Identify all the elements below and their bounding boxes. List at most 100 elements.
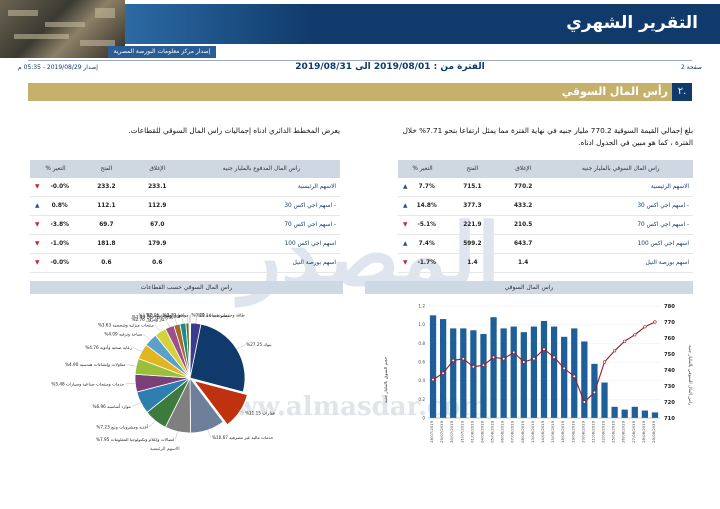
change-value: 14.8% [416, 203, 437, 209]
table-row: ▼ -0.0% 233.2 233.1 الاسهم الرئيسية [30, 178, 340, 197]
slice-label: %غاز وبترول 2.76 [132, 317, 166, 322]
cell-close: 770.2 [497, 178, 549, 197]
y-right-tick-label: 710 [664, 416, 675, 422]
cell-close: 643.7 [497, 234, 549, 254]
col-close: الإغلاق [497, 160, 549, 178]
x-tick-label: 15/08/2019 [550, 420, 555, 442]
y-left-axis-label: حجم السوق بالمليار جنيه [384, 356, 389, 404]
x-tick-label: 07/08/2019 [510, 420, 515, 442]
pie-slice [193, 380, 248, 426]
cell-name: اسهم اجي اكس 100 [548, 234, 693, 254]
cell-open: 112.1 [80, 196, 132, 216]
leader-line [148, 420, 156, 428]
bar [581, 341, 588, 418]
y-right-tick-label: 730 [664, 384, 675, 390]
cell-name: - اسهم اجي اكس 70 [182, 215, 340, 235]
y-left-tick-label: 1.2 [418, 304, 425, 309]
line-point [441, 371, 445, 375]
line-point [502, 357, 506, 361]
bar [500, 328, 507, 418]
slice-label: %خدمات مالية غير مصرفية 10.67 [212, 435, 274, 440]
y-right-axis-label: راس المال السوقي بالمليار جنيه [687, 344, 692, 406]
change-value: -1.7% [417, 260, 436, 266]
x-tick-label: 26/08/2019 [621, 420, 626, 442]
x-tick-label: 28/08/2019 [641, 420, 646, 442]
y-right-tick-label: 740 [664, 368, 675, 374]
change-value: -5.1% [417, 222, 436, 228]
line-point [613, 349, 617, 353]
line-point [532, 357, 536, 361]
line-point [572, 374, 576, 378]
x-tick-label: 13/08/2019 [530, 420, 535, 442]
leader-line [165, 319, 170, 328]
leader-line [175, 431, 178, 440]
bar [510, 326, 517, 418]
line-point [522, 360, 526, 364]
line-point [512, 350, 516, 355]
table-row: ▼ -0.0% 0.6 0.6 اسهم بورصة النيل [30, 253, 340, 273]
col-name: راس المال المدفوع بالمليار جنيه [182, 160, 340, 178]
y-left-tick-label: 0.6 [418, 360, 425, 365]
leader-line [174, 316, 178, 325]
leader-line [154, 324, 161, 332]
market-cap-chart-title: راس المال السوقي [365, 281, 693, 294]
source-strip: إصدار مركز معلومات البورصة المصرية [108, 46, 216, 58]
leader-line [181, 315, 184, 324]
bar [641, 410, 648, 418]
bar [450, 328, 457, 418]
slice-label: %مقاولات وإنشاءات هندسية 4.90 [65, 362, 125, 368]
line-point [562, 366, 566, 370]
bar [460, 328, 467, 418]
x-tick-label: 29/08/2019 [651, 420, 656, 442]
down-arrow-icon: ▼ [35, 260, 40, 266]
arrow-change: ▲ 14.8% [398, 196, 447, 216]
x-tick-label: 19/08/2019 [570, 420, 575, 442]
cell-name: الاسهم الرئيسية [548, 178, 693, 197]
leader-line [125, 383, 136, 385]
x-tick-label: 25/08/2019 [611, 420, 616, 442]
arrow-change: ▲ 7.4% [398, 234, 447, 254]
slice-label: %منتجات منزلية وشخصية 3.63 [98, 323, 154, 328]
col-change: % التغير [398, 160, 447, 178]
line-point [542, 347, 546, 351]
header-ribbon [125, 4, 315, 44]
cell-name: اسهم اجي اكس 100 [182, 234, 340, 254]
change-value: 0.8% [51, 203, 68, 209]
arrow-change: ▼ -0.0% [30, 178, 81, 197]
down-arrow-icon: ▼ [35, 222, 40, 228]
down-arrow-icon: ▼ [403, 260, 408, 266]
market-cap-table: % التغير الفتح الإغلاق راس المال السوقي … [398, 160, 693, 273]
slice-label: %مرافق 0.30 [163, 313, 189, 318]
bar [651, 412, 659, 418]
page-label: صفحة 2 [681, 64, 702, 71]
x-tick-label: 05/08/2019 [490, 420, 495, 442]
arrow-change: ▲ 7.7% [398, 178, 447, 197]
col-close: الإغلاق [131, 160, 183, 178]
line-point [481, 363, 486, 367]
bar [470, 330, 477, 418]
cell-close: 233.1 [131, 178, 183, 197]
cell-name: - اسهم اجي اكس 70 [548, 215, 693, 235]
leader-line [143, 334, 151, 340]
header-banner: التقرير الشهري [125, 4, 720, 44]
y-right-tick-label: 780 [664, 304, 675, 310]
cell-open: 715.1 [446, 178, 498, 197]
bar [631, 406, 638, 418]
bar [429, 315, 437, 418]
line-point [461, 357, 465, 361]
x-tick-label: 01/08/2019 [469, 420, 474, 442]
table-row: ▲ 7.4% 599.2 643.7 اسهم اجي اكس 100 [398, 234, 693, 254]
change-value: -3.8% [50, 222, 69, 228]
bar [440, 319, 447, 418]
y-left-tick-label: 0.8 [418, 341, 425, 346]
y-left-tick-label: 0.4 [418, 378, 425, 383]
cell-open: 233.2 [80, 178, 132, 197]
cell-close: 1.4 [497, 253, 549, 273]
bar [550, 326, 558, 418]
section-number: ٢. [672, 83, 692, 101]
y-right-tick-label: 770 [664, 320, 675, 326]
y-left-tick-label: 1.0 [418, 322, 425, 327]
pie-intro-paragraph: يعرض المخطط الدائري ادناه إجماليات راس ا… [128, 126, 340, 135]
cell-open: 377.3 [446, 196, 498, 216]
x-tick-label: 28/07/2019 [429, 420, 434, 442]
